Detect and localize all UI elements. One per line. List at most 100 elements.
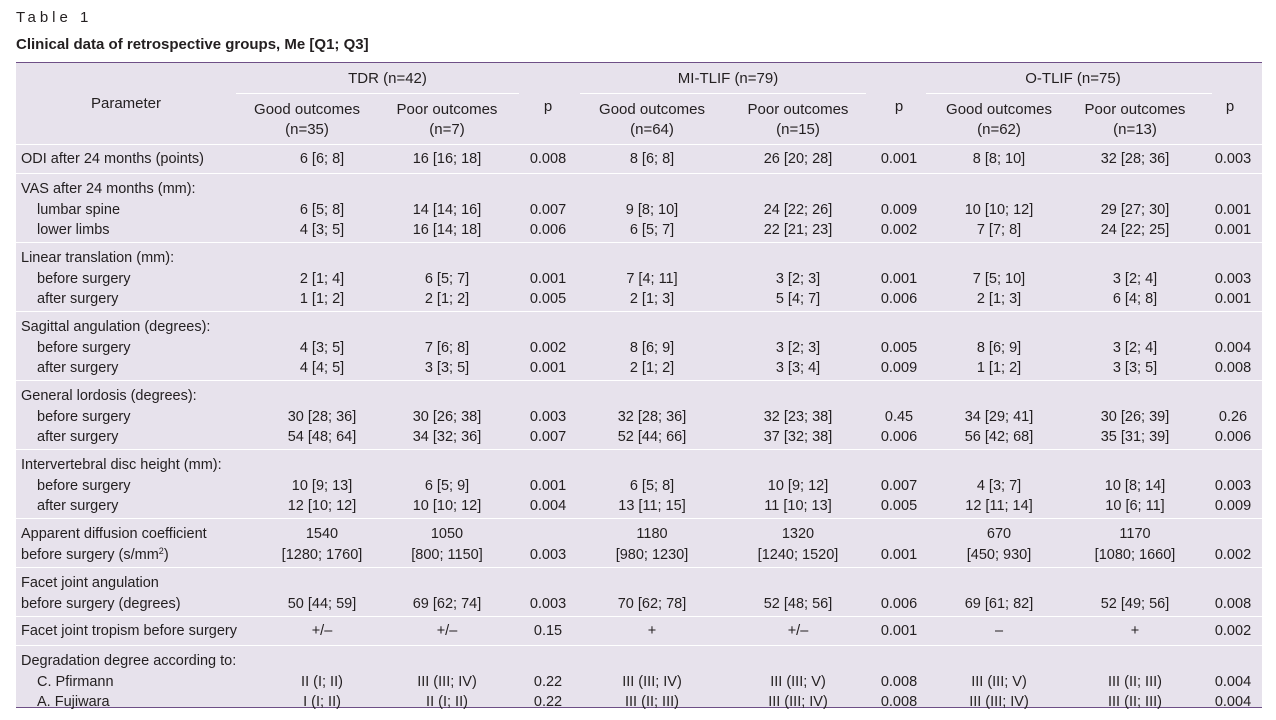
value-cell: 6 [6; 8] [299,151,345,167]
value-cell: 10 [8; 14] [1104,477,1166,494]
value-cell: 4 [3; 7] [976,477,1022,494]
p-value-cell: 0.45 [884,408,914,425]
value-cell: 6 [5; 7] [424,270,470,287]
table-row: Linear translation (mm): before surgery 2 … [16,242,1262,311]
row-label: after surgery [37,291,119,307]
p-value-cell: 0.004 [1214,694,1252,710]
p-value-cell: 0.007 [529,429,567,445]
value-cell: 7 [6; 8] [424,339,470,356]
p-value-cell: 0.002 [529,339,567,356]
value-cell: 8 [8; 10] [972,151,1026,167]
p-value-cell: 0.006 [529,222,567,238]
header-otlif-poor: Poor outcomes (n=13) [1084,101,1186,138]
table-row: Facet joint angulation before surgery (de… [16,567,1262,616]
value-cell: 1170 [1119,526,1151,542]
value-cell: 29 [27; 30] [1100,201,1170,218]
row-label: General lordosis (degrees): [21,388,197,404]
value-cell: 70 [62; 78] [617,595,687,612]
value-cell: 6 [4; 8] [1112,291,1158,307]
value-cell: 10 [10; 12] [412,498,482,514]
value-cell: [1080; 1660] [1094,546,1176,563]
value-cell: III (III; IV) [622,673,682,690]
p-value-cell: 0.003 [1214,270,1252,287]
value-cell: 52 [48; 56] [763,595,833,612]
value-cell: III (III; IV) [768,694,828,710]
value-cell: 5 [4; 7] [775,291,821,307]
p-value-cell: 0.003 [529,546,567,563]
p-value-cell: 0.007 [880,477,918,494]
value-cell: III (II; III) [1108,694,1162,710]
header-group-underline [580,93,866,94]
p-value-cell: 0.006 [880,429,918,445]
row-label: Linear translation (mm): [21,250,175,266]
value-cell: – [994,623,1004,639]
p-value-cell: 0.001 [529,270,567,287]
value-cell: 670 [986,526,1012,542]
value-cell: 3 [3; 5] [424,360,470,376]
p-value-cell: 0.002 [1214,546,1252,563]
row-label: after surgery [37,429,119,445]
value-cell: 2 [1; 3] [976,291,1022,307]
value-cell: 3 [3; 4] [775,360,821,376]
row-label: lower limbs [37,222,110,238]
value-cell: 69 [61; 82] [964,595,1034,612]
value-cell: 30 [26; 39] [1100,408,1170,425]
p-value-cell: 0.22 [533,694,563,710]
p-value-cell: 0.003 [1214,477,1252,494]
value-cell: [1240; 1520] [757,546,839,563]
value-cell: 32 [28; 36] [1100,151,1170,167]
p-value-cell: 0.009 [880,201,918,218]
value-cell: 3 [2; 3] [775,339,821,356]
value-cell: 26 [20; 28] [763,151,833,167]
value-cell: 32 [28; 36] [617,408,687,425]
table-row: ODI after 24 months (points) 6 [6; 8] 16 [… [16,144,1262,173]
value-cell: 24 [22; 26] [763,201,833,218]
p-value-cell: 0.007 [529,201,567,218]
value-cell: 69 [62; 74] [412,595,482,612]
value-cell: 10 [9; 13] [291,477,353,494]
row-label: Degradation degree according to: [21,653,237,669]
row-label: Intervertebral disc height (mm): [21,457,222,473]
row-label: Facet joint tropism before surgery [21,623,237,639]
table-row: General lordosis (degrees): before surger… [16,380,1262,449]
row-label: before surgery (s/mm2) [21,545,169,563]
value-cell: 6 [5; 9] [424,477,470,494]
value-cell: 16 [16; 18] [412,151,482,167]
value-cell: 37 [32; 38] [763,429,833,445]
value-cell: 34 [29; 41] [964,408,1034,425]
p-value-cell: 0.006 [880,595,918,612]
row-label: A. Fujiwara [37,694,110,710]
value-cell: III (III; V) [971,673,1027,690]
row-label: before surgery [37,408,131,425]
value-cell: 1 [1; 2] [299,291,345,307]
p-value-cell: 0.003 [529,408,567,425]
value-cell: 2 [1; 4] [299,270,345,287]
header-mitlif-p: p [894,98,904,115]
row-label: VAS after 24 months (mm): [21,181,196,197]
p-value-cell: 0.006 [1214,429,1252,445]
table-row: Facet joint tropism before surgery +/– +/–… [16,616,1262,645]
row-label: Apparent diffusion coefficient [21,526,207,542]
value-cell: 8 [6; 9] [976,339,1022,356]
p-value-cell: 0.005 [880,339,918,356]
header-group-tdr: TDR (n=42) [348,70,427,87]
p-value-cell: 0.004 [529,498,567,514]
row-label: lumbar spine [37,201,121,218]
value-cell: 3 [3; 5] [1112,360,1158,376]
p-value-cell: 0.008 [1214,595,1252,612]
row-label: C. Pfirmann [37,673,114,690]
value-cell: 10 [10; 12] [964,201,1034,218]
data-table: Parameter TDR (n=42) Good outcomes (n=35)… [16,62,1262,710]
p-value-cell: 0.001 [1214,222,1252,238]
value-cell: 6 [5; 7] [629,222,675,238]
value-cell: + [1130,623,1140,639]
unit-superscript: 2 [158,545,164,556]
header-otlif-p: p [1225,98,1235,115]
p-value-cell: 0.003 [529,595,567,612]
p-value-cell: 0.002 [880,222,918,238]
value-cell: 30 [26; 38] [412,408,482,425]
value-cell: [800; 1150] [411,546,483,563]
value-cell: [980; 1230] [615,546,689,563]
row-label: Sagittal angulation (degrees): [21,319,211,335]
table-row: Sagittal angulation (degrees): before sur… [16,311,1262,380]
